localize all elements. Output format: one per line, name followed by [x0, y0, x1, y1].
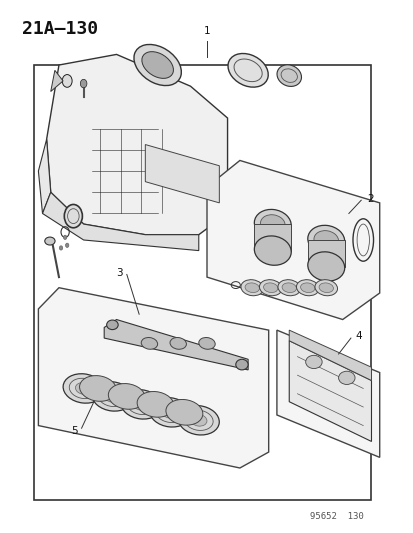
- Polygon shape: [47, 54, 227, 235]
- Ellipse shape: [190, 414, 206, 426]
- Ellipse shape: [259, 280, 281, 296]
- FancyBboxPatch shape: [69, 82, 79, 92]
- Ellipse shape: [133, 399, 149, 410]
- Ellipse shape: [63, 374, 104, 403]
- Ellipse shape: [75, 383, 92, 394]
- Ellipse shape: [228, 53, 268, 87]
- Ellipse shape: [137, 392, 173, 417]
- Ellipse shape: [307, 225, 344, 255]
- Circle shape: [64, 205, 82, 228]
- Text: 2: 2: [366, 193, 373, 204]
- Ellipse shape: [104, 391, 120, 402]
- Ellipse shape: [244, 283, 259, 293]
- Polygon shape: [289, 341, 370, 441]
- Ellipse shape: [134, 44, 181, 86]
- Text: 5: 5: [71, 426, 77, 436]
- Ellipse shape: [276, 65, 301, 86]
- Ellipse shape: [235, 359, 247, 370]
- Ellipse shape: [170, 337, 186, 349]
- Ellipse shape: [121, 390, 161, 419]
- Circle shape: [80, 79, 87, 88]
- Polygon shape: [276, 330, 379, 457]
- Ellipse shape: [318, 283, 332, 293]
- Ellipse shape: [107, 320, 118, 329]
- Polygon shape: [43, 192, 198, 251]
- Ellipse shape: [45, 237, 55, 245]
- Circle shape: [65, 243, 69, 247]
- Ellipse shape: [92, 382, 133, 411]
- Polygon shape: [254, 224, 291, 251]
- Polygon shape: [38, 288, 268, 468]
- Ellipse shape: [198, 337, 215, 349]
- Ellipse shape: [296, 280, 318, 296]
- Polygon shape: [38, 139, 51, 214]
- Ellipse shape: [254, 209, 291, 239]
- Text: 1: 1: [203, 26, 210, 36]
- Text: 95652  130: 95652 130: [309, 512, 362, 521]
- Ellipse shape: [313, 231, 338, 249]
- Polygon shape: [104, 319, 247, 370]
- Polygon shape: [289, 330, 370, 381]
- Ellipse shape: [166, 399, 202, 425]
- Ellipse shape: [141, 337, 157, 349]
- Ellipse shape: [149, 398, 190, 427]
- Circle shape: [62, 75, 72, 87]
- Circle shape: [63, 235, 66, 239]
- Ellipse shape: [79, 376, 116, 401]
- Ellipse shape: [260, 215, 285, 233]
- Polygon shape: [51, 70, 63, 92]
- Ellipse shape: [281, 283, 296, 293]
- Polygon shape: [307, 240, 344, 266]
- Ellipse shape: [254, 236, 291, 265]
- Polygon shape: [206, 160, 379, 319]
- Ellipse shape: [240, 280, 263, 296]
- Ellipse shape: [305, 356, 321, 368]
- Ellipse shape: [338, 371, 354, 384]
- Ellipse shape: [300, 283, 314, 293]
- Polygon shape: [145, 144, 219, 203]
- Circle shape: [59, 246, 62, 250]
- Ellipse shape: [307, 252, 344, 281]
- Ellipse shape: [178, 406, 219, 435]
- Ellipse shape: [108, 384, 145, 409]
- Text: 21A–130: 21A–130: [22, 20, 98, 38]
- Ellipse shape: [277, 280, 300, 296]
- Ellipse shape: [142, 52, 173, 78]
- Ellipse shape: [161, 407, 178, 418]
- Ellipse shape: [263, 283, 277, 293]
- Text: 3: 3: [116, 268, 122, 278]
- Ellipse shape: [314, 280, 337, 296]
- Text: 4: 4: [354, 332, 361, 342]
